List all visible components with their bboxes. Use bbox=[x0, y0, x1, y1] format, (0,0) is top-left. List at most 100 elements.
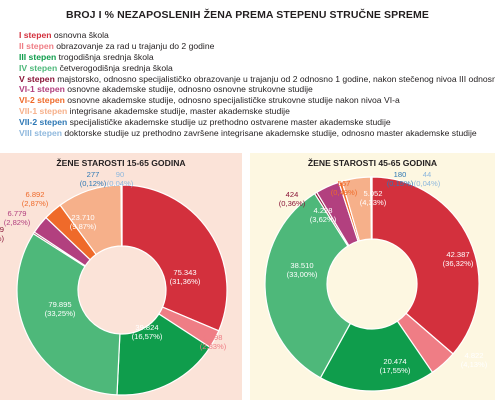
slice-percent-label: (0,36%) bbox=[279, 199, 306, 208]
legend-code: IV stepen bbox=[19, 62, 58, 73]
slice-value-label: 44 bbox=[423, 170, 431, 179]
slice-percent-label: (17,55%) bbox=[380, 366, 411, 375]
slice-label: 6.779 (2,82%) bbox=[4, 209, 31, 227]
slice-value-label: 180 bbox=[394, 170, 407, 179]
slice-value-label: 4.822 bbox=[464, 351, 483, 360]
legend-code: II stepen bbox=[19, 40, 54, 51]
slice-percent-label: (0,49%) bbox=[331, 188, 358, 197]
chart-title: BROJ I % NEZAPOSLENIH ŽENA PREMA STEPENU… bbox=[66, 9, 429, 21]
legend-text: osnovne akademske studije, odnosno speci… bbox=[64, 95, 400, 106]
slice-percent-label: (9,87%) bbox=[70, 222, 97, 231]
legend-code: VIII stepen bbox=[19, 128, 62, 139]
slice-label: 277 (0,12%) bbox=[80, 170, 107, 188]
slice-label: 90 (0,04%) bbox=[107, 170, 134, 188]
slice-value-label: 424 bbox=[286, 190, 299, 199]
slice-percent-label: (33,00%) bbox=[287, 270, 318, 279]
legend-item: V stepen majstorsko, odnosno specijalist… bbox=[19, 73, 495, 85]
slice-value-label: 20.474 bbox=[383, 357, 406, 366]
slice-label: 180 (0,15%) bbox=[387, 170, 414, 188]
slice-label: 44 (0,04%) bbox=[414, 170, 441, 188]
legend-item: VII-1 stepen integrisane akademske studi… bbox=[19, 106, 489, 117]
slice-value-label: 75.343 bbox=[173, 268, 196, 277]
slice-percent-label: (2,82%) bbox=[4, 218, 31, 227]
donut-slice bbox=[319, 320, 434, 392]
slice-label: 669(0,28%) bbox=[0, 225, 4, 243]
slice-value-label: 669 bbox=[0, 225, 4, 234]
slice-label: 424 (0,36%) bbox=[279, 190, 306, 208]
slice-value-label: 6.779 bbox=[7, 209, 26, 218]
legend-item: VI-1 stepen osnovne akademske studije, o… bbox=[19, 84, 489, 95]
slice-value-label: 42.387 bbox=[446, 250, 469, 259]
slice-percent-label: (2,83%) bbox=[200, 342, 227, 351]
slice-label: 38.510 (33,00%) bbox=[287, 261, 318, 279]
slice-label: 567 (0,49%) bbox=[331, 179, 358, 197]
legend-text: trogodišnja srednja škola bbox=[56, 51, 154, 62]
legend-item: VII-2 stepen specijalističke akademske s… bbox=[19, 117, 489, 128]
slice-value-label: 39.824 bbox=[135, 323, 158, 332]
slice-percent-label: (36,32%) bbox=[443, 259, 474, 268]
legend-code: I stepen bbox=[19, 30, 52, 40]
slice-label: 75.343 (31,36%) bbox=[170, 268, 201, 286]
slice-value-label: 5.052 bbox=[363, 189, 382, 198]
legend-item: I stepen osnovna škola bbox=[19, 30, 489, 41]
donut-slice bbox=[371, 176, 480, 355]
slice-label: 6.892 (2,87%) bbox=[22, 190, 49, 208]
slice-percent-label: (31,36%) bbox=[170, 277, 201, 286]
slice-label: 6.798 (2,83%) bbox=[200, 333, 227, 351]
slice-label: 39.824 (16,57%) bbox=[132, 323, 163, 341]
slice-value-label: 6.892 bbox=[25, 190, 44, 199]
slice-percent-label: (33,25%) bbox=[45, 309, 76, 318]
donut-slice bbox=[264, 192, 352, 379]
slice-percent-label: (0,12%) bbox=[80, 179, 107, 188]
slice-percent-label: (3,62%) bbox=[310, 215, 337, 224]
slice-percent-label: (0,28%) bbox=[0, 234, 4, 243]
slice-label: 4.228 (3,62%) bbox=[310, 206, 337, 224]
slice-value-label: 23.710 bbox=[71, 213, 94, 222]
legend-item: VI-2 stepen osnovne akademske studije, o… bbox=[19, 95, 489, 106]
slice-label: 79.895 (33,25%) bbox=[45, 300, 76, 318]
slice-percent-label: (0,04%) bbox=[414, 179, 441, 188]
slice-value-label: 79.895 bbox=[48, 300, 71, 309]
legend-text: obrazovanje za rad u trajanju do 2 godin… bbox=[53, 40, 215, 51]
slice-label: 23.710 (9,87%) bbox=[70, 213, 97, 231]
legend-item: VIII stepen doktorske studije uz prethod… bbox=[19, 128, 489, 139]
panel-title-15-65: ŽENE STAROSTI 15-65 GODINA bbox=[56, 158, 186, 168]
slice-value-label: 277 bbox=[87, 170, 100, 179]
legend-code: VII-2 stepen bbox=[19, 117, 68, 128]
slice-value-label: 90 bbox=[116, 170, 124, 179]
slice-percent-label: (4,13%) bbox=[461, 360, 488, 369]
legend-code: III stepen bbox=[19, 51, 57, 62]
donut-slice bbox=[16, 232, 121, 396]
legend-text: osnovne akademske studije, odnosno osnov… bbox=[64, 84, 313, 95]
legend-text: četverogodišnja srednja škola bbox=[57, 62, 173, 73]
slice-label: 20.474 (17,55%) bbox=[380, 357, 411, 375]
slice-value-label: 6.798 bbox=[203, 333, 222, 342]
panel-title-45-65: ŽENE STAROSTI 45-65 GODINA bbox=[307, 158, 438, 168]
legend-item: II stepen obrazovanje za rad u trajanju … bbox=[19, 41, 489, 52]
donut-slice bbox=[121, 184, 228, 332]
slice-percent-label: (0,15%) bbox=[387, 179, 414, 188]
slice-value-label: 4.228 bbox=[313, 206, 332, 215]
legend-text: specijalističke akademske studije uz pre… bbox=[67, 117, 391, 128]
legend-code: VI-1 stepen bbox=[19, 84, 65, 95]
legend-text: integrisane akademske studije, master ak… bbox=[67, 106, 290, 117]
legend-code: VII-1 stepen bbox=[19, 106, 68, 117]
slice-percent-label: (2,87%) bbox=[22, 199, 49, 208]
legend: I stepen osnovna škola II stepen obrazova… bbox=[19, 30, 495, 139]
legend-item: IV stepen četverogodišnja srednja škola bbox=[19, 63, 489, 74]
legend-code: VI-2 stepen bbox=[19, 95, 65, 106]
legend-text: doktorske studije uz prethodno završene … bbox=[61, 128, 477, 139]
legend-text: majstorsko, odnosno specijalističko obra… bbox=[54, 73, 495, 84]
slice-label: 42.387 (36,32%) bbox=[443, 250, 474, 268]
slice-percent-label: (16,57%) bbox=[132, 332, 163, 341]
slice-value-label: 38.510 bbox=[290, 261, 313, 270]
legend-text: osnovna škola bbox=[51, 30, 109, 40]
slice-percent-label: (0,04%) bbox=[107, 179, 134, 188]
slice-label: 4.822 (4,13%) bbox=[461, 351, 488, 369]
slice-value-label: 567 bbox=[338, 179, 351, 188]
legend-code: V stepen bbox=[19, 73, 55, 84]
slice-percent-label: (4,33%) bbox=[360, 198, 387, 207]
slice-label: 5.052 (4,33%) bbox=[360, 189, 387, 207]
legend-item: III stepen trogodišnja srednja škola bbox=[19, 52, 489, 63]
